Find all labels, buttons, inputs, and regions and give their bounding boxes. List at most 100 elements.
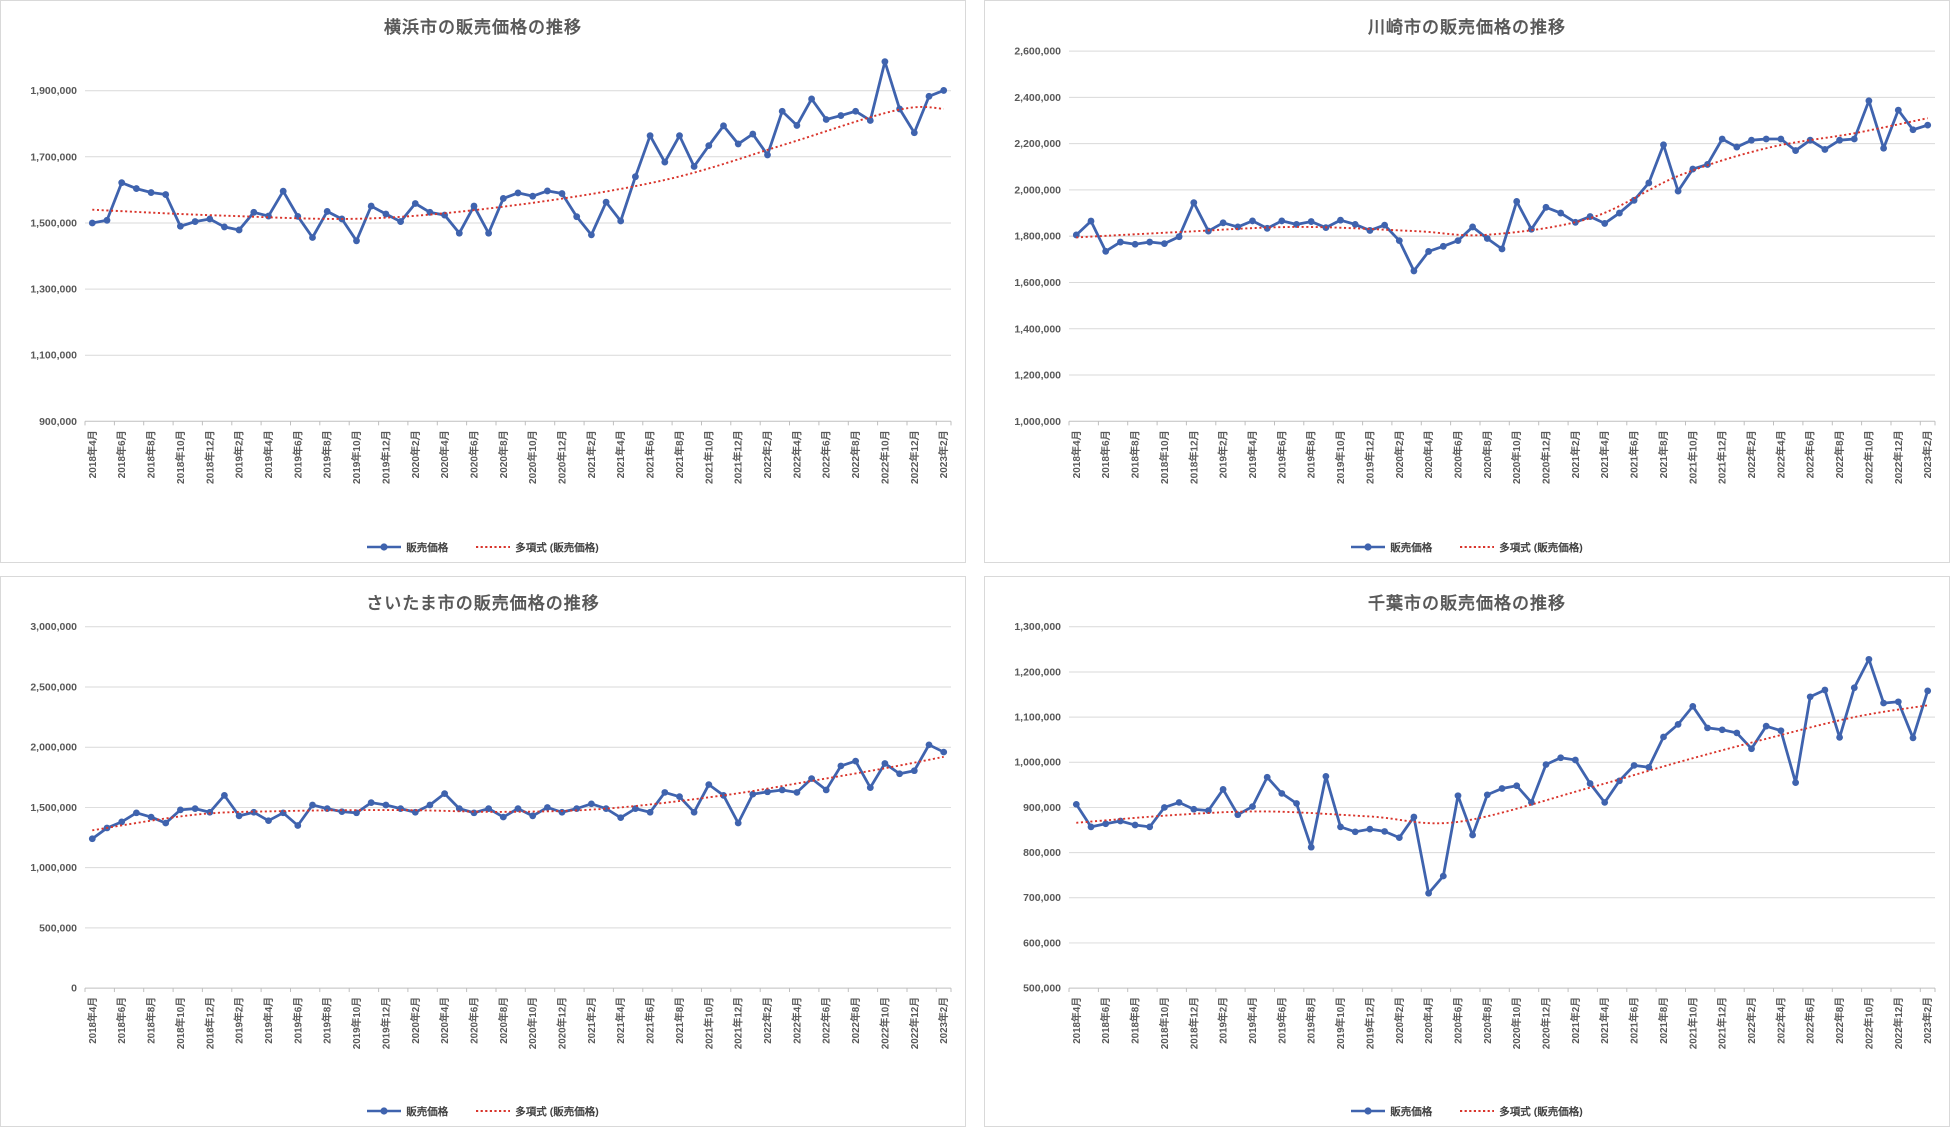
svg-text:2019年10月: 2019年10月 xyxy=(350,430,363,484)
svg-text:2019年10月: 2019年10月 xyxy=(350,997,363,1049)
svg-text:2021年10月: 2021年10月 xyxy=(702,997,715,1049)
svg-text:2018年4月: 2018年4月 xyxy=(1070,997,1083,1044)
legend-label: 多項式 (販売価格) xyxy=(1499,1105,1583,1118)
svg-text:2,200,000: 2,200,000 xyxy=(1014,138,1061,150)
svg-text:2020年6月: 2020年6月 xyxy=(467,997,480,1044)
svg-text:2019年8月: 2019年8月 xyxy=(1305,997,1318,1044)
svg-text:2022年4月: 2022年4月 xyxy=(790,430,803,478)
svg-text:2021年8月: 2021年8月 xyxy=(673,997,686,1044)
svg-text:2021年10月: 2021年10月 xyxy=(1686,997,1699,1049)
svg-text:2018年8月: 2018年8月 xyxy=(145,997,158,1044)
svg-text:2019年2月: 2019年2月 xyxy=(233,430,246,478)
svg-text:2018年6月: 2018年6月 xyxy=(1099,430,1112,478)
legend-chiba: 販売価格 多項式 (販売価格) xyxy=(985,1102,1949,1126)
series-line-icon xyxy=(1351,1107,1386,1115)
legend-item-series: 販売価格 xyxy=(367,1104,448,1119)
svg-text:2020年6月: 2020年6月 xyxy=(468,430,481,478)
svg-text:1,100,000: 1,100,000 xyxy=(30,350,77,362)
svg-text:1,500,000: 1,500,000 xyxy=(30,218,77,230)
legend-kawasaki: 販売価格 多項式 (販売価格) xyxy=(985,538,1949,562)
svg-text:2022年12月: 2022年12月 xyxy=(908,430,921,484)
svg-text:2018年10月: 2018年10月 xyxy=(1158,430,1171,484)
svg-text:1,100,000: 1,100,000 xyxy=(1014,713,1061,724)
svg-text:3,000,000: 3,000,000 xyxy=(30,622,77,633)
svg-text:2022年2月: 2022年2月 xyxy=(1745,997,1758,1044)
svg-text:2019年4月: 2019年4月 xyxy=(1246,997,1259,1044)
svg-text:2019年6月: 2019年6月 xyxy=(291,997,304,1044)
svg-text:2020年2月: 2020年2月 xyxy=(1393,430,1406,478)
svg-text:2018年12月: 2018年12月 xyxy=(1187,997,1200,1049)
svg-text:500,000: 500,000 xyxy=(39,923,77,934)
svg-text:2019年12月: 2019年12月 xyxy=(1363,997,1376,1049)
svg-text:2021年4月: 2021年4月 xyxy=(614,430,627,478)
svg-text:2023年2月: 2023年2月 xyxy=(937,997,950,1044)
svg-text:1,400,000: 1,400,000 xyxy=(1014,323,1061,335)
trendline-icon xyxy=(1460,1110,1495,1112)
svg-text:2020年6月: 2020年6月 xyxy=(1452,430,1465,478)
svg-text:2022年6月: 2022年6月 xyxy=(1804,430,1817,478)
svg-text:2020年8月: 2020年8月 xyxy=(497,997,510,1044)
svg-text:2023年2月: 2023年2月 xyxy=(1921,430,1934,478)
svg-text:900,000: 900,000 xyxy=(39,416,77,428)
svg-text:2018年12月: 2018年12月 xyxy=(1187,430,1200,484)
svg-text:2019年12月: 2019年12月 xyxy=(1363,430,1376,484)
svg-text:2018年6月: 2018年6月 xyxy=(115,430,128,478)
svg-text:0: 0 xyxy=(71,984,77,995)
svg-text:2022年8月: 2022年8月 xyxy=(1833,430,1846,478)
svg-text:2021年2月: 2021年2月 xyxy=(1569,997,1582,1044)
svg-text:2018年8月: 2018年8月 xyxy=(1129,430,1142,478)
svg-text:2019年6月: 2019年6月 xyxy=(1275,430,1288,478)
legend-saitama: 販売価格 多項式 (販売価格) xyxy=(1,1102,965,1126)
svg-text:2021年10月: 2021年10月 xyxy=(702,430,715,484)
svg-text:500,000: 500,000 xyxy=(1023,984,1061,995)
svg-text:2019年2月: 2019年2月 xyxy=(233,997,246,1044)
legend-item-trend: 多項式 (販売価格) xyxy=(1460,540,1583,555)
svg-text:2022年8月: 2022年8月 xyxy=(1833,997,1846,1044)
svg-text:2018年6月: 2018年6月 xyxy=(1099,997,1112,1044)
svg-text:2020年10月: 2020年10月 xyxy=(1510,997,1523,1049)
svg-text:2021年12月: 2021年12月 xyxy=(732,997,745,1049)
svg-text:2021年2月: 2021年2月 xyxy=(585,430,598,478)
chart-panel-saitama[interactable]: さいたま市の販売価格の推移 0 500,000 1,000,000 1,500,000… xyxy=(0,576,966,1127)
svg-text:2019年2月: 2019年2月 xyxy=(1217,430,1230,478)
svg-text:2019年8月: 2019年8月 xyxy=(321,997,334,1044)
svg-text:2019年12月: 2019年12月 xyxy=(379,997,392,1049)
svg-text:2019年4月: 2019年4月 xyxy=(262,997,275,1044)
svg-text:2019年10月: 2019年10月 xyxy=(1334,430,1347,484)
svg-text:1,700,000: 1,700,000 xyxy=(30,151,77,163)
svg-text:2020年8月: 2020年8月 xyxy=(497,430,510,478)
svg-text:2022年10月: 2022年10月 xyxy=(878,430,891,484)
svg-text:2021年8月: 2021年8月 xyxy=(1657,997,1670,1044)
svg-text:800,000: 800,000 xyxy=(1023,848,1061,859)
svg-text:2022年10月: 2022年10月 xyxy=(878,997,891,1049)
svg-text:600,000: 600,000 xyxy=(1023,938,1061,949)
chart-panel-yokohama[interactable]: 横浜市の販売価格の推移 900,000 1,100,000 1,300,000 1,5… xyxy=(0,0,966,563)
chart-panel-kawasaki[interactable]: 川崎市の販売価格の推移 1,000,000 1,200,000 1,400,000 1… xyxy=(984,0,1950,563)
chart-panel-chiba[interactable]: 千葉市の販売価格の推移 500,000 600,000 700,000 800,000… xyxy=(984,576,1950,1127)
legend-label: 販売価格 xyxy=(1390,541,1433,554)
svg-text:2018年6月: 2018年6月 xyxy=(115,997,128,1044)
trendline-icon xyxy=(476,546,511,548)
line-plot-yokohama: 900,000 1,100,000 1,300,000 1,500,000 1,700,… xyxy=(30,58,952,484)
svg-text:2020年12月: 2020年12月 xyxy=(1540,430,1553,484)
legend-label: 多項式 (販売価格) xyxy=(515,1105,599,1118)
svg-text:2021年4月: 2021年4月 xyxy=(614,997,627,1044)
svg-text:1,200,000: 1,200,000 xyxy=(1014,667,1061,678)
svg-text:2022年12月: 2022年12月 xyxy=(1892,997,1905,1049)
legend-item-series: 販売価格 xyxy=(367,540,448,555)
svg-text:2021年2月: 2021年2月 xyxy=(585,997,598,1044)
line-plot-chiba: 500,000 600,000 700,000 800,000 900,000 1,000… xyxy=(1014,622,1936,1049)
svg-text:1,900,000: 1,900,000 xyxy=(30,85,77,97)
svg-text:2022年12月: 2022年12月 xyxy=(1892,430,1905,484)
chart-title-yokohama: 横浜市の販売価格の推移 xyxy=(384,18,582,37)
svg-text:2023年2月: 2023年2月 xyxy=(937,430,950,478)
svg-text:2021年4月: 2021年4月 xyxy=(1598,430,1611,478)
svg-text:2022年4月: 2022年4月 xyxy=(1774,997,1787,1044)
svg-text:1,000,000: 1,000,000 xyxy=(1014,758,1061,769)
svg-text:2020年2月: 2020年2月 xyxy=(409,997,422,1044)
svg-text:2021年6月: 2021年6月 xyxy=(644,997,657,1044)
svg-text:2019年8月: 2019年8月 xyxy=(321,430,334,478)
svg-text:2021年10月: 2021年10月 xyxy=(1686,430,1699,484)
legend-label: 多項式 (販売価格) xyxy=(1499,541,1583,554)
svg-text:1,800,000: 1,800,000 xyxy=(1014,231,1061,243)
